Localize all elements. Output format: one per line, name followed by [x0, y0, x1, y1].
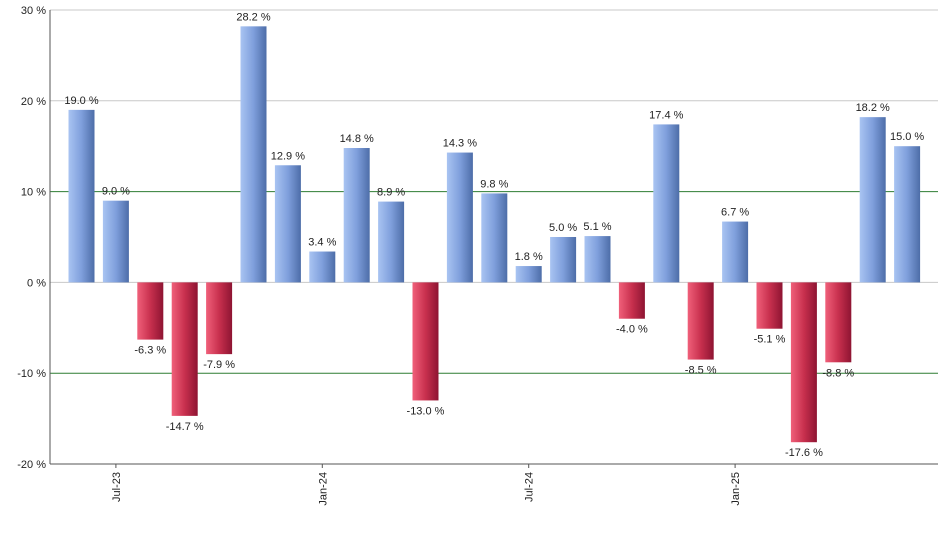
y-tick-label: 0 %	[27, 277, 46, 289]
y-tick-label: 20 %	[21, 96, 46, 108]
data-label: 6.7 %	[721, 207, 749, 219]
data-label: -8.8 %	[822, 367, 854, 379]
x-tick-label: Jul-24	[524, 472, 536, 502]
bar	[859, 117, 886, 283]
bar	[343, 148, 370, 283]
bar	[825, 282, 852, 363]
bar	[515, 266, 542, 283]
data-label: 9.8 %	[480, 178, 508, 190]
data-label: -17.6 %	[785, 447, 823, 459]
y-tick-label: 10 %	[21, 187, 46, 199]
data-labels: 19.0 % 9.0 % -6.3 % -14.7 % -7.9 % 28.2 % 12.9…	[64, 11, 924, 459]
axes	[49, 10, 938, 468]
reference-lines	[50, 191, 938, 374]
data-label: 15.0 %	[890, 131, 924, 143]
x-tick-label: Jul-23	[111, 472, 123, 502]
y-tick-label: -20 %	[17, 459, 46, 471]
bar	[68, 109, 95, 283]
bar	[137, 282, 164, 340]
bar	[102, 200, 129, 283]
x-tick-labels: Jul-23 Jan-24 Jul-24 Jan-25	[111, 472, 742, 506]
bars	[68, 26, 921, 443]
bar	[550, 237, 577, 283]
data-label: -14.7 %	[166, 421, 204, 433]
data-label: -13.0 %	[407, 405, 445, 417]
bar	[274, 165, 301, 283]
bar	[687, 282, 714, 360]
bar	[481, 193, 508, 283]
y-tick-labels: -20 % -10 % 0 % 10 % 20 % 30 %	[17, 5, 46, 471]
bar	[722, 221, 749, 283]
y-tick-label: 30 %	[21, 5, 46, 17]
bar	[446, 152, 473, 283]
data-label: 9.0 %	[102, 186, 130, 198]
bar	[206, 282, 233, 355]
bar	[790, 282, 817, 443]
data-label: 3.4 %	[308, 237, 336, 249]
bar	[653, 124, 680, 283]
bar	[240, 26, 267, 283]
data-label: -8.5 %	[685, 365, 717, 377]
data-label: 17.4 %	[649, 109, 683, 121]
data-label: -5.1 %	[754, 334, 786, 346]
bar	[618, 282, 645, 319]
data-label: -7.9 %	[203, 359, 235, 371]
data-label: 14.8 %	[340, 133, 374, 145]
data-label: 19.0 %	[64, 95, 98, 107]
bar	[756, 282, 783, 329]
data-label: 5.0 %	[549, 222, 577, 234]
data-label: 12.9 %	[271, 150, 305, 162]
data-label: 5.1 %	[583, 221, 611, 233]
bar	[171, 282, 198, 416]
bar	[412, 282, 439, 401]
bar	[584, 236, 611, 283]
x-tick-label: Jan-24	[317, 472, 329, 506]
data-label: 14.3 %	[443, 138, 477, 150]
y-tick-label: -10 %	[17, 368, 46, 380]
bar	[309, 251, 336, 283]
bar	[894, 146, 921, 283]
data-label: -6.3 %	[134, 345, 166, 357]
data-label: 18.2 %	[856, 102, 890, 114]
data-label: 28.2 %	[236, 11, 270, 23]
x-tick-label: Jan-25	[730, 472, 742, 506]
data-label: 1.8 %	[515, 251, 543, 263]
bar	[378, 201, 405, 283]
data-label: 8.9 %	[377, 187, 405, 199]
data-label: -4.0 %	[616, 324, 648, 336]
